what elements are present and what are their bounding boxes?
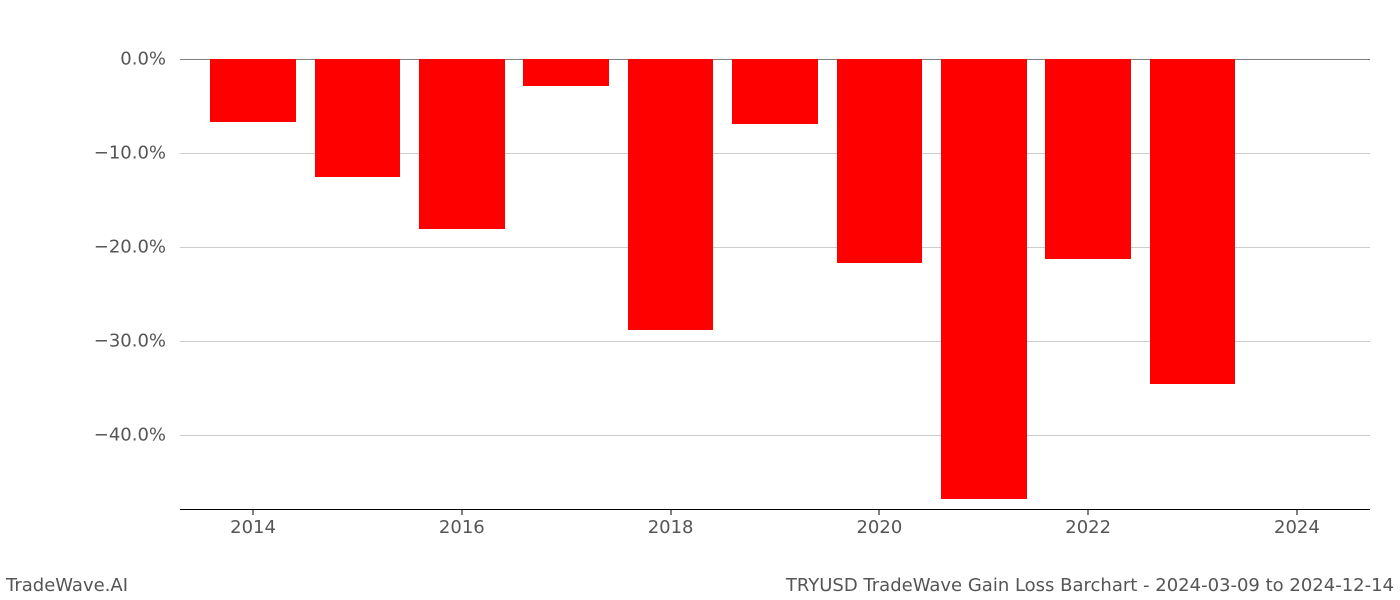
footer-left: TradeWave.AI: [6, 575, 128, 596]
x-tick-mark: [461, 509, 462, 515]
chart-container: 0.0% −10.0% −20.0% −30.0% −40.0% 2014 2016 2018…: [0, 0, 1400, 600]
bar: [941, 59, 1027, 499]
footer-right: TRYUSD TradeWave Gain Loss Barchart - 20…: [786, 575, 1394, 596]
x-tick-label: 2020: [856, 517, 902, 538]
plot-area: 0.0%−10.0%−20.0%−30.0%−40.0%201420162018…: [180, 40, 1370, 510]
bar: [419, 59, 505, 229]
x-tick-label: 2018: [648, 517, 694, 538]
x-tick-mark: [1088, 509, 1089, 515]
bar: [1150, 59, 1236, 384]
bar: [732, 59, 818, 124]
y-tick-label: −20.0%: [94, 236, 166, 257]
x-tick-label: 2016: [439, 517, 485, 538]
x-tick-mark: [1296, 509, 1297, 515]
bar: [837, 59, 923, 263]
bar: [315, 59, 401, 177]
y-tick-label: 0.0%: [120, 48, 166, 69]
x-tick-mark: [879, 509, 880, 515]
x-tick-mark: [253, 509, 254, 515]
x-tick-label: 2014: [230, 517, 276, 538]
y-tick-label: −30.0%: [94, 330, 166, 351]
x-tick-mark: [670, 509, 671, 515]
x-tick-label: 2022: [1065, 517, 1111, 538]
bar: [523, 59, 609, 86]
bar: [628, 59, 714, 331]
y-gridline: [180, 435, 1370, 436]
y-tick-label: −40.0%: [94, 424, 166, 445]
bar: [1045, 59, 1131, 259]
x-tick-label: 2024: [1274, 517, 1320, 538]
bar: [210, 59, 296, 122]
y-tick-label: −10.0%: [94, 142, 166, 163]
